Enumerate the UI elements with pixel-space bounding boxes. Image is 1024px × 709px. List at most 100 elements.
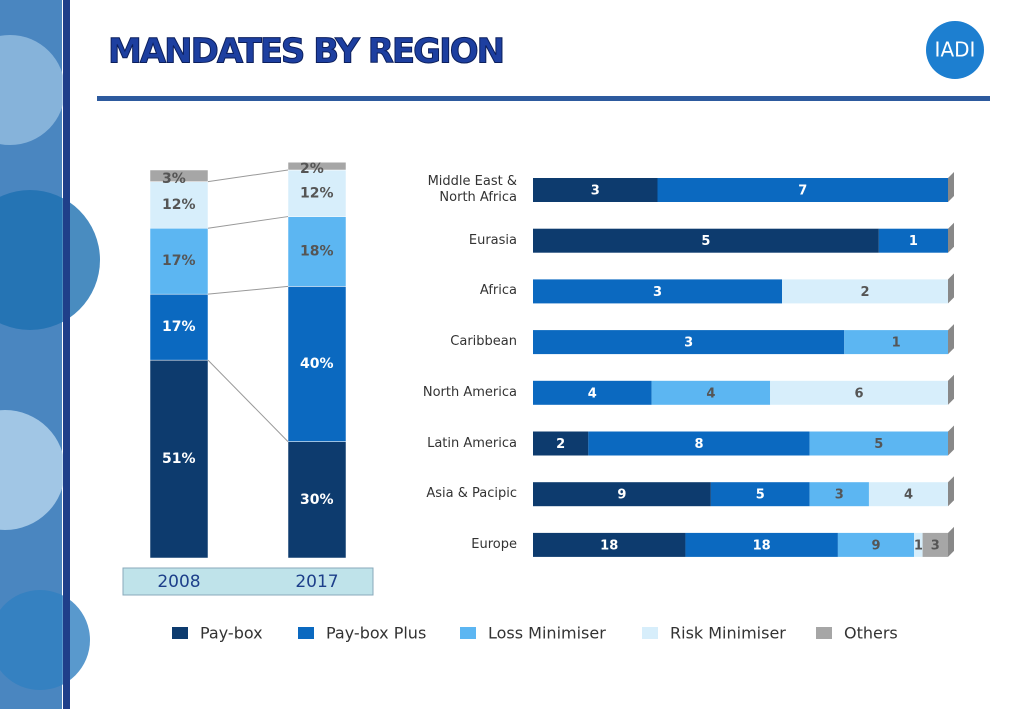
legend-swatch bbox=[816, 627, 832, 639]
legend-swatch bbox=[172, 627, 188, 639]
value-label: 5 bbox=[874, 437, 883, 452]
value-label: 4 bbox=[588, 386, 597, 401]
bar-segment bbox=[149, 169, 209, 182]
value-label: 40% bbox=[300, 356, 334, 372]
bar-segment bbox=[782, 279, 948, 304]
bar-segment bbox=[287, 441, 347, 559]
value-label: 4 bbox=[904, 488, 913, 503]
bar-segment bbox=[770, 380, 948, 405]
connector bbox=[207, 359, 289, 442]
bar-depth bbox=[948, 222, 954, 253]
bar-segment bbox=[533, 482, 711, 507]
legend-swatch bbox=[298, 627, 314, 639]
value-label: 9 bbox=[617, 488, 626, 503]
bar-segment bbox=[809, 431, 948, 456]
legend-swatch bbox=[460, 627, 476, 639]
bar-segment bbox=[922, 532, 948, 557]
y-tick-label: Eurasia bbox=[468, 232, 517, 248]
value-label: 17% bbox=[162, 253, 196, 269]
value-label: 3 bbox=[684, 336, 693, 351]
value-label: 5 bbox=[756, 488, 765, 503]
connector bbox=[207, 285, 289, 295]
value-label: 17% bbox=[162, 319, 196, 335]
value-label: 6 bbox=[855, 386, 864, 401]
bar-depth bbox=[948, 425, 954, 456]
value-label: 3% bbox=[162, 171, 186, 187]
bar-segment bbox=[868, 482, 948, 507]
bar-segment bbox=[837, 532, 915, 557]
value-label: 12% bbox=[162, 197, 196, 213]
value-label: 7 bbox=[798, 184, 807, 199]
bar-segment bbox=[533, 330, 845, 355]
bar-segment bbox=[287, 216, 347, 287]
bar-depth bbox=[948, 476, 954, 507]
legend-label: Loss Minimiser bbox=[488, 624, 606, 643]
value-label: 1 bbox=[892, 336, 901, 351]
bar-segment bbox=[287, 169, 347, 217]
bar-segment bbox=[287, 161, 347, 171]
value-label: 2% bbox=[300, 161, 324, 177]
y-tick-label: Asia & Pacipic bbox=[426, 486, 517, 502]
legend-label: Pay-box bbox=[200, 624, 263, 643]
bar-segment bbox=[878, 228, 948, 253]
bar-segment bbox=[149, 293, 209, 361]
value-label: 2 bbox=[556, 437, 565, 452]
x-tick-label: 2017 bbox=[295, 572, 338, 592]
legend-label: Risk Minimiser bbox=[670, 624, 786, 643]
value-label: 9 bbox=[871, 538, 880, 553]
bar-segment bbox=[533, 228, 879, 253]
value-label: 3 bbox=[653, 285, 662, 300]
decor bbox=[0, 590, 90, 690]
bar-segment bbox=[914, 532, 923, 557]
y-tick-label: Europe bbox=[471, 536, 517, 552]
legend-label: Others bbox=[844, 624, 898, 643]
decor bbox=[0, 410, 65, 530]
decor bbox=[0, 190, 100, 330]
y-tick-label: Latin America bbox=[427, 435, 517, 451]
bar-segment bbox=[651, 380, 771, 405]
value-label: 3 bbox=[931, 538, 940, 553]
bar-segment bbox=[533, 431, 589, 456]
bar-segment bbox=[588, 431, 810, 456]
value-label: 51% bbox=[162, 451, 196, 467]
value-label: 30% bbox=[300, 492, 334, 508]
header-rule bbox=[97, 96, 990, 101]
bar-depth bbox=[948, 172, 954, 202]
connector bbox=[207, 169, 289, 183]
bar-depth bbox=[948, 526, 954, 557]
legend-label: Pay-box Plus bbox=[326, 624, 426, 643]
value-label: 4 bbox=[706, 386, 715, 401]
logo-text: IADI bbox=[935, 38, 976, 62]
legend-swatch bbox=[642, 627, 658, 639]
category-box bbox=[122, 567, 374, 596]
bar-depth bbox=[948, 324, 954, 355]
x-tick-label: 2008 bbox=[157, 572, 200, 592]
y-tick-label: Caribbean bbox=[450, 334, 517, 350]
value-label: 18 bbox=[753, 538, 771, 553]
bar-segment bbox=[809, 482, 869, 507]
value-label: 3 bbox=[591, 184, 600, 199]
bar-segment bbox=[533, 380, 652, 405]
value-label: 18% bbox=[300, 243, 334, 259]
bar-depth bbox=[948, 273, 954, 304]
bar-segment bbox=[844, 330, 948, 355]
value-label: 3 bbox=[835, 488, 844, 503]
side-rule bbox=[63, 0, 70, 709]
bar-segment bbox=[533, 279, 782, 304]
value-label: 1 bbox=[914, 538, 923, 553]
bar-segment bbox=[149, 227, 209, 295]
logo-circle bbox=[926, 21, 984, 79]
value-label: 12% bbox=[300, 185, 334, 201]
y-tick-label: Africa bbox=[479, 283, 517, 299]
bar-segment bbox=[533, 178, 658, 202]
connector bbox=[207, 216, 289, 229]
decor bbox=[0, 35, 65, 145]
value-label: 5 bbox=[701, 234, 710, 249]
value-label: 18 bbox=[600, 538, 618, 553]
bar-segment bbox=[710, 482, 810, 507]
bar-segment bbox=[685, 532, 838, 557]
bar-segment bbox=[149, 181, 209, 229]
bar-depth bbox=[948, 374, 954, 405]
